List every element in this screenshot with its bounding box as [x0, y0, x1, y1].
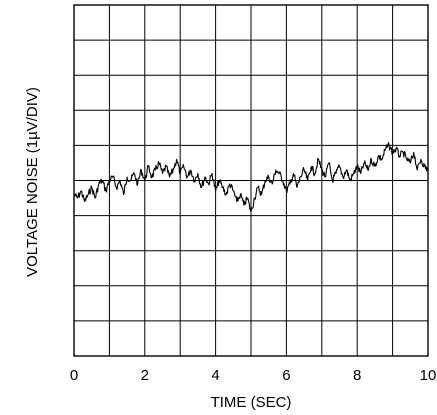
noise-trace	[73, 141, 429, 213]
x-tick-label: 8	[353, 367, 361, 384]
x-axis-label: TIME (SEC)	[211, 394, 292, 411]
y-axis-label: VOLTAGE NOISE (1µV/DIV)	[24, 87, 41, 277]
plot-frame	[73, 4, 429, 357]
x-tick-label: 2	[141, 367, 149, 384]
chart-grid	[74, 5, 428, 356]
x-tick-label: 6	[282, 367, 290, 384]
x-tick-label: 10	[420, 367, 437, 384]
x-tick-labels: 0 2 4 6 8 10	[70, 367, 437, 384]
x-tick-label: 4	[211, 367, 219, 384]
x-tick-label: 0	[70, 367, 78, 384]
